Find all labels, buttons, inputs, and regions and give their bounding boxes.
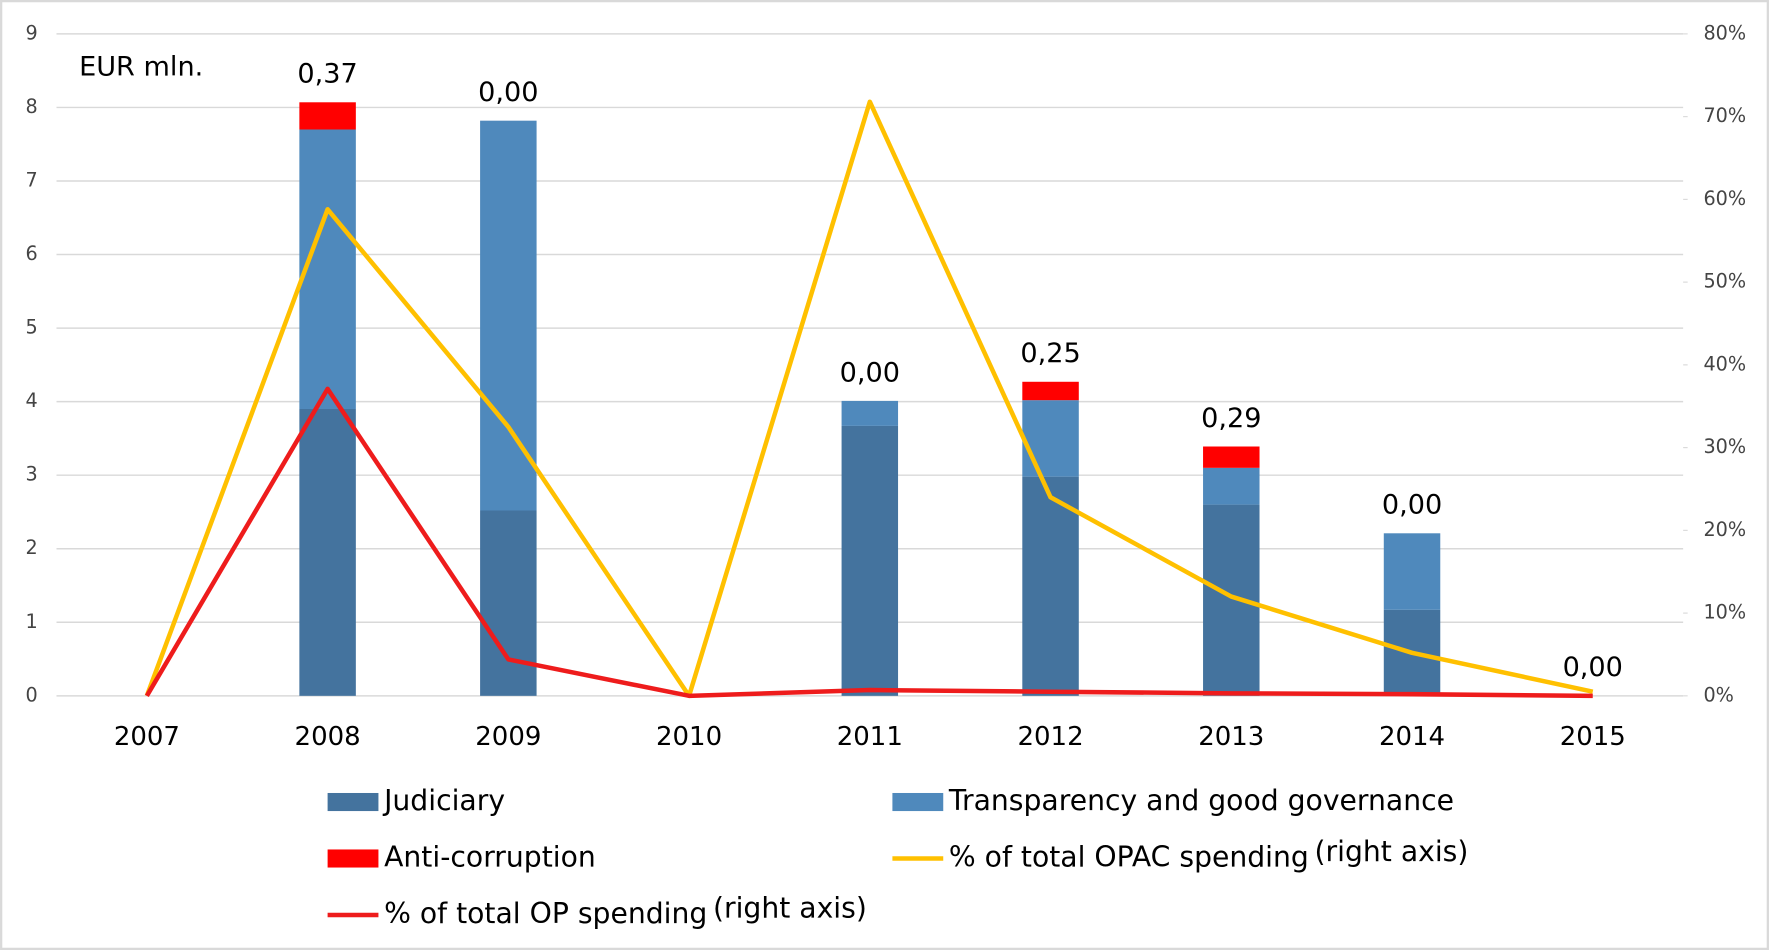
bar: [480, 120, 537, 511]
legend-label: Judiciary: [382, 784, 505, 817]
x-tick-label: 2013: [1198, 722, 1264, 752]
y2-tick-label: 80%: [1703, 21, 1746, 44]
legend-swatch: [327, 792, 379, 812]
line: [144, 99, 1594, 699]
y-tick-label: 6: [26, 242, 38, 265]
y-tick-label: 9: [26, 21, 38, 44]
bar: [1383, 533, 1441, 610]
x-tick-label: 2007: [114, 722, 180, 752]
data-label: 0,00: [840, 357, 900, 388]
y2-tick-label: 20%: [1703, 518, 1746, 541]
legend-label: % of total OP spending: [384, 897, 707, 930]
legend-swatch: [327, 849, 379, 868]
x-tick-label: 2010: [656, 722, 722, 752]
y-tick-label: 5: [26, 316, 38, 339]
data-label: 0,29: [1201, 403, 1261, 434]
y2-tick-label: 10%: [1703, 601, 1746, 624]
legend-label: Transparency and good governance: [948, 784, 1454, 817]
y2-tick-label: 50%: [1703, 270, 1746, 293]
bar: [841, 425, 899, 696]
bar: [1022, 476, 1079, 696]
data-label: 0,00: [1563, 652, 1623, 683]
y-tick-label: 3: [26, 463, 38, 486]
y2-tick-label: 40%: [1703, 352, 1746, 375]
x-tick-label: 2012: [1018, 722, 1084, 752]
x-tick-label: 2008: [295, 722, 361, 752]
legend-label: Anti-corruption: [384, 841, 596, 874]
y2-tick-label: 30%: [1703, 435, 1746, 458]
y-axis-label: EUR mln.: [79, 51, 203, 82]
bar: [299, 102, 356, 130]
bar: [480, 510, 537, 696]
bar: [1022, 381, 1079, 401]
y2-tick-label: 0%: [1703, 683, 1733, 706]
bar: [1203, 446, 1260, 468]
data-label: 0,37: [297, 59, 357, 90]
bar: [299, 129, 356, 409]
bar: [1203, 504, 1260, 696]
x-tick-label: 2014: [1379, 722, 1445, 752]
data-label: 0,25: [1020, 338, 1080, 369]
y-tick-label: 1: [26, 610, 38, 633]
legend-label: % of total OPAC spending: [949, 841, 1309, 874]
y2-tick-label: 70%: [1703, 104, 1746, 127]
data-label: 0,00: [478, 77, 538, 108]
x-tick-label: 2011: [837, 722, 903, 752]
data-label: 0,00: [1382, 490, 1442, 521]
bar: [1022, 400, 1079, 477]
y-tick-label: 2: [26, 536, 38, 559]
legend-swatch: [892, 792, 944, 812]
y-tick-label: 4: [26, 389, 38, 412]
y-tick-label: 0: [26, 683, 38, 706]
line: [144, 386, 1593, 699]
y2-tick-label: 60%: [1703, 187, 1746, 210]
y-tick-label: 7: [26, 168, 38, 191]
bar: [1203, 467, 1260, 505]
bar: [841, 400, 899, 426]
legend-note: (right axis): [1315, 835, 1469, 868]
x-tick-label: 2015: [1560, 722, 1626, 752]
x-tick-label: 2009: [475, 722, 541, 752]
legend-note: (right axis): [713, 891, 867, 924]
bar: [299, 408, 356, 696]
y-tick-label: 8: [26, 95, 38, 118]
